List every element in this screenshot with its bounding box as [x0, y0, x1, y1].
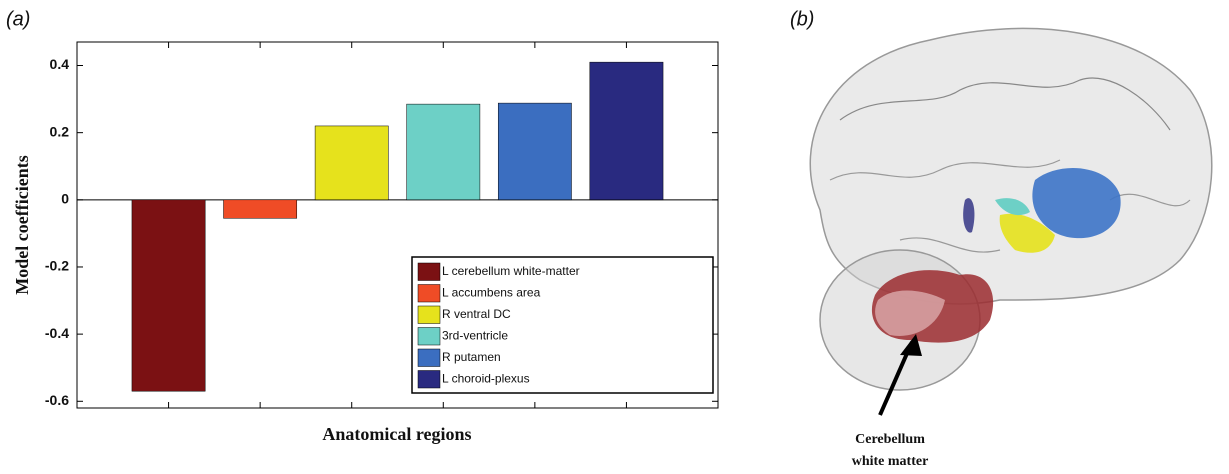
- bar: [224, 200, 297, 218]
- annotation: white matter: [852, 454, 929, 469]
- x-axis-label: Anatomical regions: [322, 424, 471, 444]
- bar: [498, 103, 571, 200]
- legend-label: R ventral DC: [442, 307, 511, 321]
- y-tick-label: -0.6: [45, 392, 69, 408]
- y-tick-label: 0: [61, 191, 69, 207]
- panel-label: (a): [6, 8, 30, 30]
- bar: [315, 126, 388, 200]
- legend-label: L choroid-plexus: [442, 371, 530, 385]
- legend-swatch: [418, 371, 440, 389]
- legend-label: R putamen: [442, 350, 501, 364]
- legend-swatch: [418, 306, 440, 324]
- plot: -0.6 -0.4 -0.2 0 0.2 0.4 L cerebellum white-ma…: [45, 42, 718, 408]
- figure: (a) (b) Cerebellum white matter Model co…: [0, 0, 1229, 474]
- legend-swatch: [418, 349, 440, 367]
- y-tick-label: -0.4: [45, 325, 69, 341]
- panel-label: (b): [790, 8, 814, 30]
- legend-swatch: [418, 285, 440, 303]
- y-axis-label: Model coefficients: [12, 155, 32, 294]
- bar: [590, 62, 663, 200]
- y-tick-label: -0.2: [45, 258, 69, 274]
- bar: [407, 104, 480, 200]
- legend-label: 3rd-ventricle: [442, 328, 508, 342]
- bar: [132, 200, 205, 391]
- brain-render: [810, 28, 1212, 415]
- annotation: Cerebellum: [855, 432, 925, 447]
- legend-label: L cerebellum white-matter: [442, 264, 580, 278]
- legend-swatch: [418, 263, 440, 281]
- y-tick-label: 0.2: [50, 123, 70, 139]
- y-tick-label: 0.4: [50, 56, 70, 72]
- legend-label: L accumbens area: [442, 285, 541, 299]
- legend-swatch: [418, 328, 440, 346]
